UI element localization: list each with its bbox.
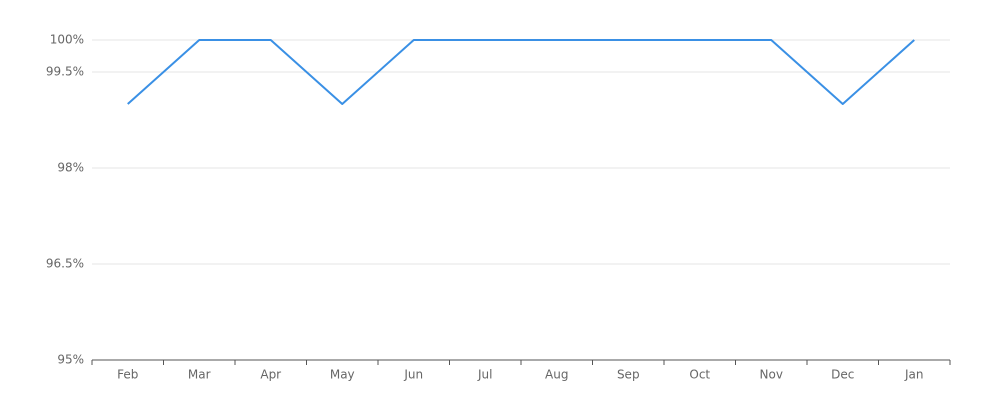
x-tick-label: Jun xyxy=(403,368,423,382)
y-tick-label: 99.5% xyxy=(46,65,84,79)
y-tick-label: 96.5% xyxy=(46,257,84,271)
x-tick-label: Jan xyxy=(904,368,924,382)
x-tick-label: Sep xyxy=(617,368,640,382)
y-tick-label: 100% xyxy=(50,33,84,47)
x-tick-label: May xyxy=(330,368,355,382)
x-tick-label: Dec xyxy=(831,368,854,382)
x-tick-label: Oct xyxy=(689,368,710,382)
x-tick-label: Aug xyxy=(545,368,568,382)
x-tick-label: Nov xyxy=(760,368,783,382)
y-tick-label: 95% xyxy=(57,353,84,367)
x-tick-label: Feb xyxy=(117,368,138,382)
data-line xyxy=(127,39,915,105)
y-tick-label: 98% xyxy=(57,161,84,175)
x-tick-label: Jul xyxy=(477,368,492,382)
x-tick-label: Mar xyxy=(188,368,211,382)
x-tick-label: Apr xyxy=(260,368,281,382)
